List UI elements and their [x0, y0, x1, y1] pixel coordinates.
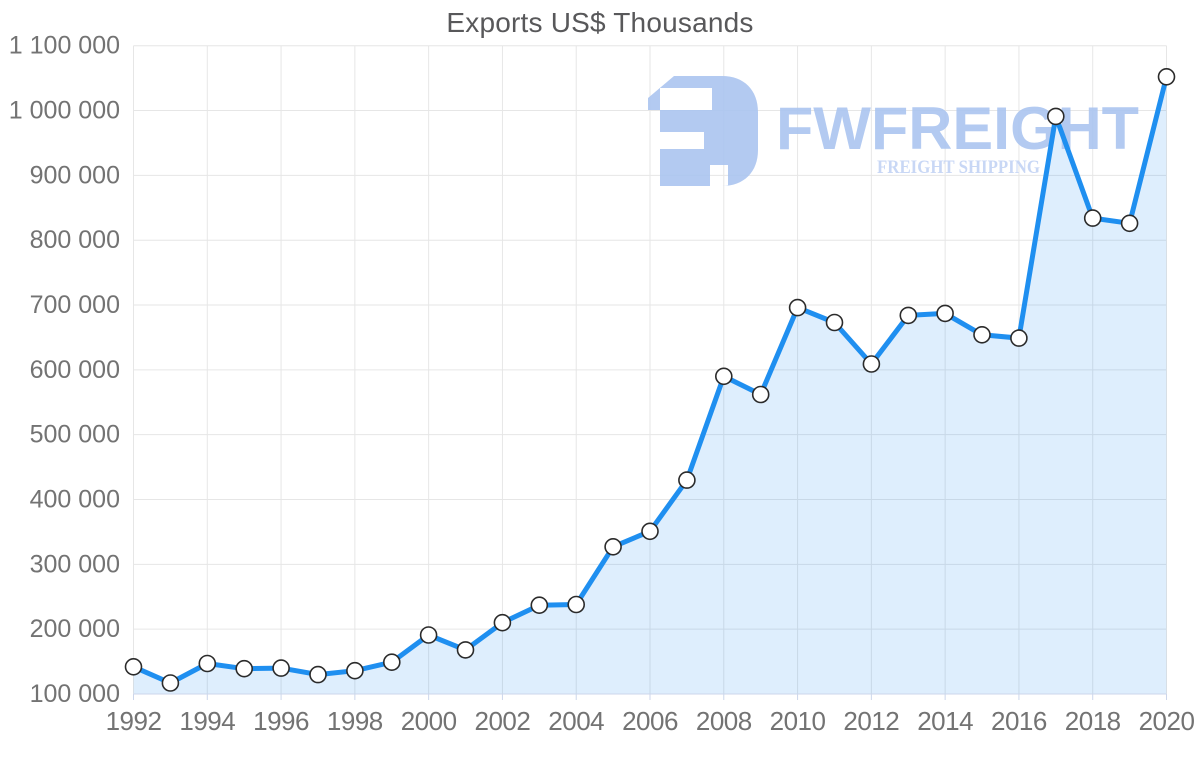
y-tick-label: 800 000 [30, 226, 120, 254]
x-tick-label: 1996 [253, 706, 309, 736]
chart-title: Exports US$ Thousands [446, 7, 754, 38]
data-point[interactable] [346, 661, 364, 680]
watermark-brand: FWFREIGHT [776, 95, 1139, 162]
y-tick-label: 1 100 000 [9, 32, 120, 60]
x-tick-label: 2020 [1139, 706, 1195, 736]
data-point[interactable] [567, 595, 586, 614]
data-point[interactable] [788, 298, 807, 317]
x-tick-label: 2006 [622, 706, 678, 736]
gridlines [133, 45, 1167, 695]
data-point[interactable] [899, 306, 918, 325]
data-point[interactable] [1157, 68, 1176, 86]
data-point[interactable] [161, 674, 180, 692]
x-tick-label: 1994 [179, 706, 235, 736]
x-tick-label: 1992 [106, 706, 162, 736]
data-point[interactable] [382, 653, 401, 672]
y-tick-label: 600 000 [30, 356, 120, 384]
data-point[interactable] [825, 313, 844, 332]
data-point[interactable] [862, 355, 881, 373]
x-tick-label: 2010 [770, 706, 826, 736]
y-tick-label: 500 000 [30, 421, 120, 449]
x-tick-label: 2004 [548, 706, 604, 736]
data-point[interactable] [198, 654, 217, 673]
area-fill-layer [133, 76, 1167, 695]
fwfreight-logo-icon [648, 76, 758, 186]
data-point[interactable] [235, 659, 253, 678]
data-point[interactable] [973, 325, 991, 344]
data-point[interactable] [1047, 107, 1065, 126]
x-tick-label: 2012 [843, 706, 899, 736]
y-tick-label: 900 000 [30, 161, 120, 189]
data-point[interactable] [1120, 214, 1139, 233]
data-point[interactable] [678, 471, 696, 489]
data-point[interactable] [751, 385, 770, 404]
y-tick-label: 1 000 000 [9, 97, 120, 125]
data-point[interactable] [419, 626, 438, 644]
y-tick-label: 100 000 [30, 680, 120, 708]
data-point[interactable] [936, 304, 954, 323]
x-tick-label: 2018 [1065, 706, 1121, 736]
data-point[interactable] [493, 613, 512, 632]
y-tick-label: 200 000 [30, 615, 120, 643]
data-point-markers [124, 68, 1176, 692]
y-tick-label: 300 000 [30, 550, 120, 578]
x-tick-label: 1998 [327, 706, 383, 736]
watermark-tagline: FREIGHT SHIPPING [877, 157, 1040, 178]
axis-tick-labels: 100 000 200 000 300 000 400 000 500 000 600 0… [9, 32, 1195, 736]
x-tick-label: 2014 [917, 706, 973, 736]
data-point[interactable] [272, 659, 290, 677]
x-axis [133, 693, 1167, 700]
watermark: FWFREIGHT FREIGHT SHIPPING [648, 76, 1139, 186]
y-tick-label: 400 000 [30, 486, 120, 514]
x-tick-label: 2000 [401, 706, 457, 736]
data-point[interactable] [1083, 209, 1102, 227]
data-point[interactable] [530, 596, 549, 615]
data-point[interactable] [456, 641, 475, 659]
x-tick-label: 2016 [991, 706, 1047, 736]
data-point[interactable] [124, 657, 143, 676]
data-point[interactable] [641, 522, 659, 541]
y-tick-label: 700 000 [30, 291, 120, 319]
data-point[interactable] [309, 665, 327, 684]
x-tick-label: 2002 [475, 706, 531, 736]
data-point[interactable] [604, 537, 622, 556]
x-tick-label: 2008 [696, 706, 752, 736]
data-point[interactable] [714, 367, 733, 386]
data-point[interactable] [1010, 329, 1028, 347]
